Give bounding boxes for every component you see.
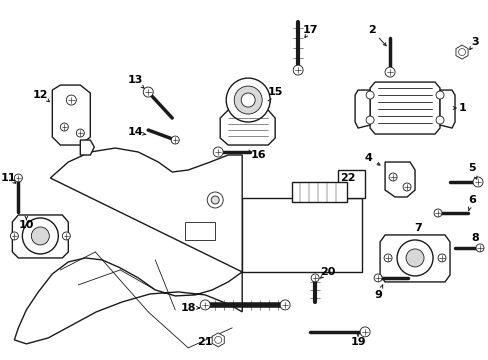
Circle shape [10,232,19,240]
Circle shape [437,254,445,262]
Text: 5: 5 [467,163,475,173]
Circle shape [60,123,68,131]
Bar [185,222,215,240]
Text: 22: 22 [340,173,355,183]
Circle shape [373,274,381,282]
Circle shape [366,116,373,124]
Circle shape [234,86,262,114]
Text: 3: 3 [470,37,478,47]
Text: 8: 8 [470,233,478,243]
Circle shape [226,78,269,122]
Polygon shape [212,333,224,347]
Bar [291,182,346,202]
Circle shape [384,67,394,77]
Circle shape [402,183,410,191]
Circle shape [472,177,482,187]
Polygon shape [220,110,275,145]
Circle shape [31,227,49,245]
Text: 10: 10 [19,220,34,230]
Text: 2: 2 [367,25,375,35]
Circle shape [396,240,432,276]
Text: 11: 11 [0,173,16,183]
Polygon shape [369,82,439,134]
Polygon shape [354,90,369,128]
Circle shape [14,174,22,182]
Circle shape [458,49,465,55]
Circle shape [207,192,223,208]
Circle shape [405,249,423,267]
Circle shape [241,93,255,107]
Circle shape [388,173,396,181]
Text: 21: 21 [197,337,213,347]
Circle shape [171,136,179,144]
Text: 9: 9 [373,290,381,300]
Circle shape [66,95,76,105]
Circle shape [211,196,219,204]
Polygon shape [337,170,365,198]
Text: 16: 16 [250,150,265,160]
Text: 15: 15 [267,87,282,97]
Text: 1: 1 [458,103,466,113]
Text: 18: 18 [180,303,196,313]
Circle shape [62,232,70,240]
Circle shape [22,218,58,254]
Circle shape [280,300,289,310]
Circle shape [214,336,221,343]
Polygon shape [80,140,94,155]
Polygon shape [455,45,467,59]
Text: 20: 20 [320,267,335,277]
Text: 13: 13 [127,75,142,85]
Polygon shape [52,85,90,145]
Text: 17: 17 [302,25,317,35]
Circle shape [76,129,84,137]
Text: 19: 19 [349,337,365,347]
Circle shape [435,116,443,124]
Circle shape [310,274,319,282]
Polygon shape [242,198,361,272]
Text: 6: 6 [467,195,475,205]
Text: 12: 12 [33,90,48,100]
Circle shape [200,300,210,310]
Polygon shape [439,90,454,128]
Polygon shape [12,215,68,258]
Polygon shape [379,235,449,282]
Circle shape [475,244,483,252]
Circle shape [292,65,303,75]
Text: 4: 4 [364,153,371,163]
Circle shape [435,91,443,99]
Text: 7: 7 [413,223,421,233]
Circle shape [359,327,369,337]
Circle shape [143,87,153,97]
Circle shape [213,147,223,157]
Circle shape [383,254,391,262]
Circle shape [433,209,441,217]
Polygon shape [14,148,242,344]
Circle shape [366,91,373,99]
Text: 14: 14 [127,127,143,137]
Polygon shape [384,162,414,197]
